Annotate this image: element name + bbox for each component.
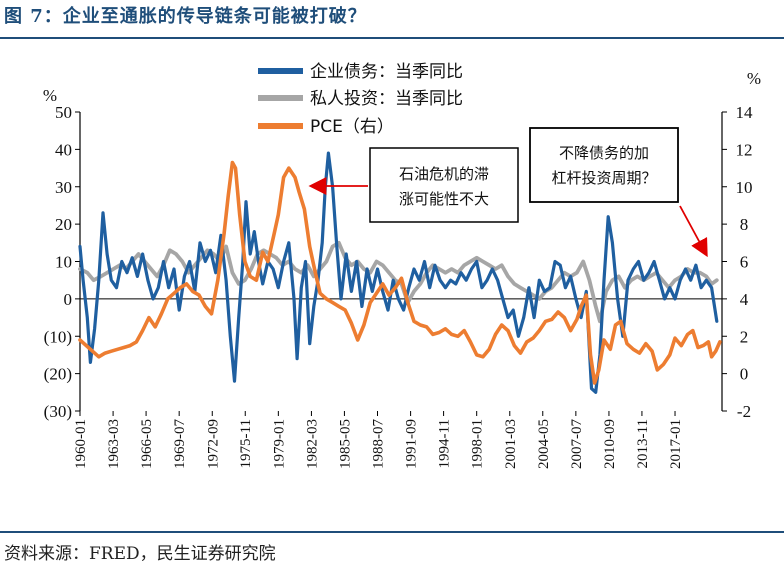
x-tick-label: 1994-11 <box>437 419 453 468</box>
left-axis-unit: % <box>43 86 57 105</box>
x-tick-label: 1960-01 <box>73 419 89 469</box>
x-tick-label: 1963-03 <box>106 419 122 469</box>
legend-label: 企业债务：当季同比 <box>310 62 463 82</box>
left-tick-label: (30) <box>44 402 72 421</box>
left-tick-label: 40 <box>55 140 72 159</box>
left-tick-label: 0 <box>64 290 73 309</box>
x-tick-label: 1988-07 <box>371 419 387 469</box>
x-tick-label: 2013-11 <box>635 419 651 468</box>
deleveraging-note-box <box>529 127 679 203</box>
right-tick-label: 6 <box>740 253 749 272</box>
legend-label: 私人投资：当季同比 <box>310 89 463 109</box>
x-tick-label: 1991-09 <box>404 419 420 469</box>
left-tick-label: 30 <box>55 178 72 197</box>
deleveraging-note-line: 杠杆投资周期？ <box>551 169 656 187</box>
x-tick-label: 2017-01 <box>668 419 684 469</box>
x-tick-label: 2010-09 <box>602 419 618 469</box>
figure-source: 资料来源：FRED，民生证券研究院 <box>4 544 276 564</box>
deleveraging-arrow <box>679 205 708 258</box>
source-rule <box>0 531 784 533</box>
right-tick-label: 2 <box>740 327 749 346</box>
right-tick-label: 8 <box>740 215 749 234</box>
right-tick-label: 10 <box>736 178 753 197</box>
oil-crisis-note-line: 石油危机的滞 <box>399 165 489 183</box>
x-tick-label: 1982-03 <box>304 419 320 469</box>
axes: 50403020100(10)(20)(30)%14121086420-2%19… <box>43 69 761 469</box>
x-tick-label: 1998-01 <box>470 419 486 469</box>
x-tick-label: 1975-11 <box>238 419 254 468</box>
x-tick-label: 1972-09 <box>205 419 221 469</box>
left-tick-label: 10 <box>55 253 72 272</box>
pce-line <box>78 160 722 385</box>
left-tick-label: 20 <box>55 215 72 234</box>
deleveraging-note-line: 不降债务的加 <box>559 144 649 162</box>
title-rule <box>0 37 784 39</box>
x-tick-label: 1966-05 <box>139 419 155 469</box>
right-tick-label: 12 <box>736 140 753 159</box>
x-tick-label: 2004-05 <box>536 419 552 469</box>
right-tick-label: 0 <box>740 365 749 384</box>
left-tick-label: 50 <box>55 103 72 122</box>
right-axis-unit: % <box>747 69 761 88</box>
legend-label: PCE（右） <box>310 117 394 137</box>
x-tick-label: 2007-07 <box>569 419 585 469</box>
x-tick-label: 1979-01 <box>271 419 287 469</box>
figure-title: 图 7：企业至通胀的传导链条可能被打破？ <box>4 6 367 27</box>
right-tick-label: 14 <box>736 103 754 122</box>
left-tick-label: (20) <box>44 365 72 384</box>
right-tick-label: -2 <box>737 402 751 421</box>
oil-crisis-note-box <box>369 147 519 223</box>
x-tick-label: 1985-05 <box>337 419 353 469</box>
oil-crisis-note-line: 涨可能性不大 <box>399 190 489 208</box>
right-tick-label: 4 <box>740 290 749 309</box>
left-tick-label: (10) <box>44 327 72 346</box>
x-tick-label: 2001-03 <box>503 419 519 469</box>
x-tick-label: 1969-07 <box>172 419 188 469</box>
series-layer <box>78 151 722 394</box>
